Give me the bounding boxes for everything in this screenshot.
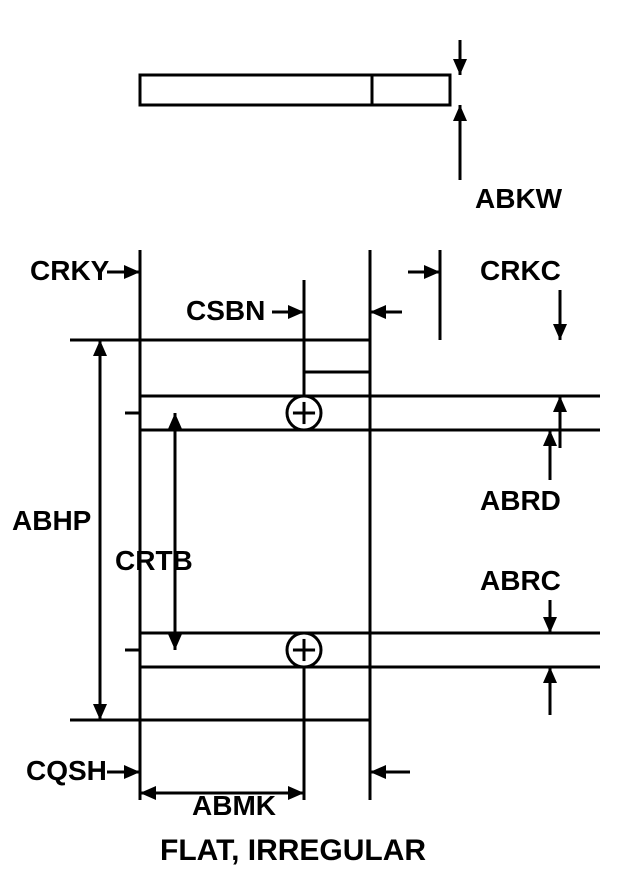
label-crky: CRKY [30,255,110,286]
title: FLAT, IRREGULAR [160,834,426,867]
technical-drawing: ABKW CRKY CSBN CRKC ABHP CRTB ABRD ABRC CQSH ABMK… [0,0,628,876]
label-abrd: ABRD [480,485,561,516]
label-cqsh: CQSH [26,755,107,786]
label-crtb: CRTB [115,545,193,576]
label-abhp: ABHP [12,505,91,536]
label-abmk: ABMK [192,790,276,821]
label-csbn: CSBN [186,295,265,326]
label-crkc: CRKC [480,255,561,286]
label-abrc: ABRC [480,565,561,596]
label-abkw: ABKW [475,183,563,214]
